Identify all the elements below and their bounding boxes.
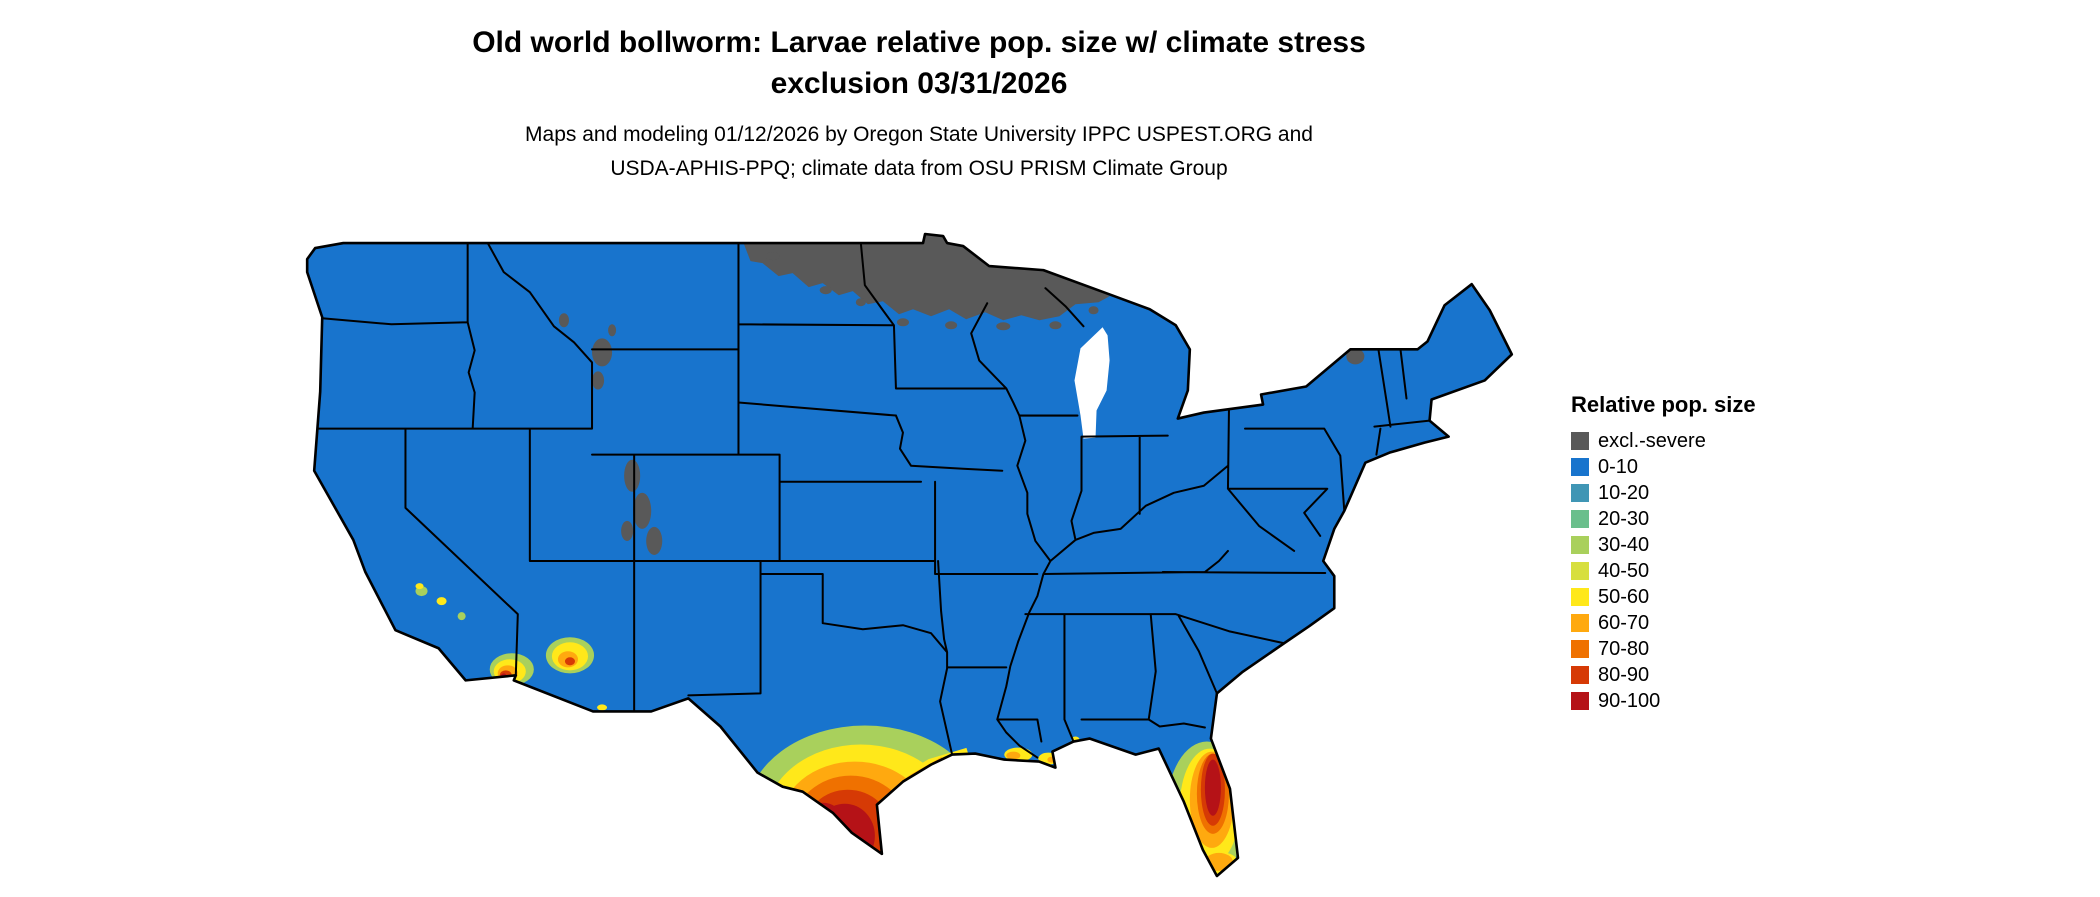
region-excl-severe [558, 234, 1365, 555]
legend-item-excl-severe: excl.-severe [1571, 428, 1891, 454]
map-legend: Relative pop. size excl.-severe 0-10 10-… [1571, 392, 1891, 714]
region-texas-dark-red [814, 803, 875, 868]
legend-item-70-80: 70-80 [1571, 636, 1891, 662]
legend-swatch-70-80 [1571, 640, 1589, 658]
legend-item-20-30: 20-30 [1571, 506, 1891, 532]
legend-label-20-30: 20-30 [1598, 507, 1650, 530]
legend-item-0-10: 0-10 [1571, 454, 1891, 480]
subtitle-line-2: USDA-APHIS-PPQ; climate data from OSU PR… [610, 157, 1228, 180]
legend-label-60-70: 60-70 [1598, 611, 1650, 634]
legend-swatch-0-10 [1571, 458, 1589, 476]
title-line-2: exclusion 03/31/2026 [770, 67, 1068, 100]
legend-item-60-70: 60-70 [1571, 610, 1891, 636]
region-base-0-10 [307, 234, 1512, 876]
us-outline-border [305, 232, 1514, 878]
us-map [300, 230, 1526, 892]
region-excl-yellowstone [592, 338, 613, 367]
legend-item-90-100: 90-100 [1571, 688, 1891, 714]
region-excl-north-band [743, 234, 1110, 321]
legend-item-40-50: 40-50 [1571, 558, 1891, 584]
legend-label-90-100: 90-100 [1598, 689, 1661, 712]
region-florida-dark-red [1204, 759, 1221, 816]
legend-label-70-80: 70-80 [1598, 637, 1650, 660]
legend-swatch-60-70 [1571, 614, 1589, 632]
legend-title: Relative pop. size [1571, 392, 1756, 417]
legend-swatch-50-60 [1571, 588, 1589, 606]
legend-swatch-20-30 [1571, 510, 1589, 528]
page-title: Old world bollworm: Larvae relative pop.… [0, 22, 1838, 104]
legend-item-50-60: 50-60 [1571, 584, 1891, 610]
legend-item-80-90: 80-90 [1571, 662, 1891, 688]
lake-michigan [1074, 327, 1110, 439]
legend-label-40-50: 40-50 [1598, 559, 1650, 582]
subtitle-line-1: Maps and modeling 01/12/2026 by Oregon S… [525, 123, 1313, 146]
legend-swatch-30-40 [1571, 536, 1589, 554]
title-line-1: Old world bollworm: Larvae relative pop.… [472, 26, 1366, 59]
legend-label-10-20: 10-20 [1598, 481, 1650, 504]
legend-swatch-80-90 [1571, 666, 1589, 684]
legend-item-10-20: 10-20 [1571, 480, 1891, 506]
legend-item-30-40: 30-40 [1571, 532, 1891, 558]
region-excl-colorado-rockies [624, 459, 641, 492]
legend-swatch-90-100 [1571, 692, 1589, 710]
legend-label-0-10: 0-10 [1598, 455, 1639, 478]
region-excl-montana [558, 313, 569, 328]
legend-label-50-60: 50-60 [1598, 585, 1650, 608]
region-excl-adirondacks [1346, 348, 1365, 365]
legend-label-excl-severe: excl.-severe [1598, 429, 1706, 452]
us-map-svg [305, 232, 1514, 878]
legend-swatch-excl-severe [1571, 432, 1589, 450]
legend-swatch-10-20 [1571, 484, 1589, 502]
legend-label-80-90: 80-90 [1598, 663, 1650, 686]
page-subtitle: Maps and modeling 01/12/2026 by Oregon S… [0, 118, 1838, 186]
legend-swatch-40-50 [1571, 562, 1589, 580]
state-boundaries [317, 242, 1431, 759]
legend-label-30-40: 30-40 [1598, 533, 1650, 556]
